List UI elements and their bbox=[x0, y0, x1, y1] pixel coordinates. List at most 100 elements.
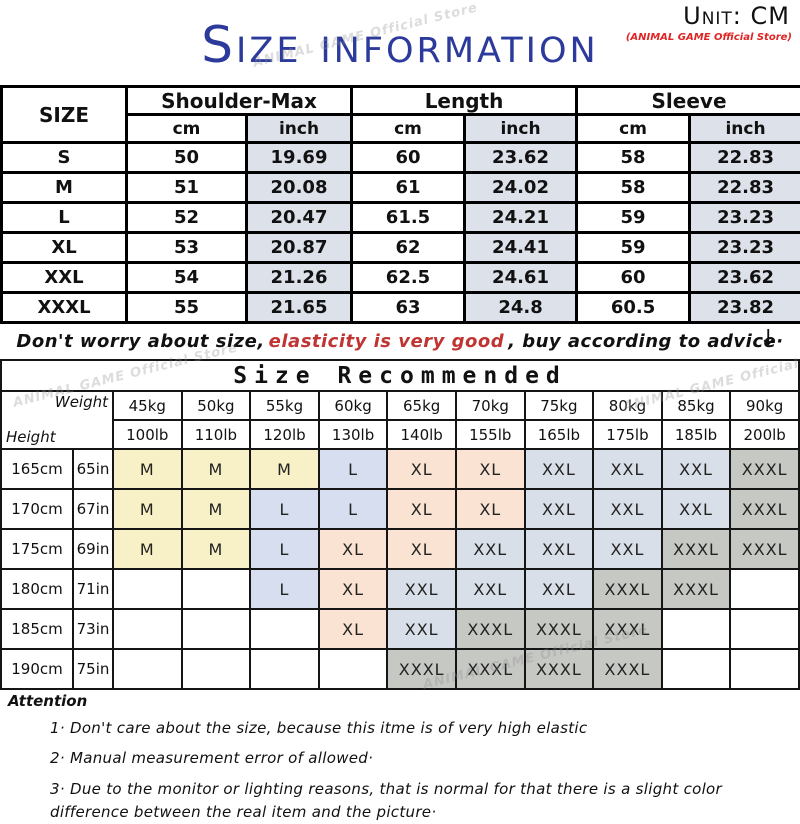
weight-lb-header: 165lb bbox=[525, 420, 594, 449]
height-cm-label: 165cm bbox=[1, 449, 73, 489]
weight-kg-header: 55kg bbox=[250, 391, 319, 420]
advice-prefix: Don't worry about size, bbox=[16, 331, 264, 352]
cm-value: 63 bbox=[352, 293, 465, 323]
unit-header-inch: inch bbox=[465, 115, 577, 143]
weight-lb-header: 140lb bbox=[387, 420, 456, 449]
size-column-header: SIZE bbox=[2, 87, 127, 143]
recommended-size-cell: XXXL bbox=[525, 649, 594, 689]
sleeve-column-header: Sleeve bbox=[577, 87, 800, 115]
height-in-label: 67in bbox=[73, 489, 113, 529]
weight-kg-header: 50kg bbox=[182, 391, 251, 420]
cm-value: 60 bbox=[352, 143, 465, 173]
recommended-size-cell: XL bbox=[387, 489, 456, 529]
recommended-size-cell: XXL bbox=[525, 529, 594, 569]
weight-kg-header: 70kg bbox=[456, 391, 525, 420]
inch-value: 24.41 bbox=[465, 233, 577, 263]
recommended-size-cell: M bbox=[250, 449, 319, 489]
weight-height-corner-cell: Weight Height bbox=[1, 391, 113, 449]
cm-value: 59 bbox=[577, 233, 690, 263]
inch-value: 23.62 bbox=[690, 263, 800, 293]
recommended-size-cell: XXXL bbox=[730, 449, 799, 489]
advice-highlight: elasticity is very good bbox=[269, 331, 504, 352]
recommended-size-cell: XXL bbox=[387, 569, 456, 609]
height-in-label: 75in bbox=[73, 649, 113, 689]
recommended-size-cell: XL bbox=[456, 489, 525, 529]
size-label: XL bbox=[2, 233, 127, 263]
inch-value: 20.87 bbox=[247, 233, 352, 263]
weight-lb-header: 200lb bbox=[730, 420, 799, 449]
empty-size-cell bbox=[250, 609, 319, 649]
recommended-size-cell: XXL bbox=[387, 609, 456, 649]
cm-value: 50 bbox=[127, 143, 247, 173]
empty-size-cell bbox=[730, 609, 799, 649]
recommended-size-cell: XL bbox=[387, 449, 456, 489]
recommended-size-cell: XL bbox=[319, 529, 388, 569]
weight-kg-header: 85kg bbox=[662, 391, 731, 420]
weight-kg-header: 90kg bbox=[730, 391, 799, 420]
inch-value: 23.23 bbox=[690, 203, 800, 233]
empty-size-cell bbox=[730, 569, 799, 609]
attention-item-2: 2· Manual measurement error of allowed· bbox=[50, 747, 750, 770]
advice-suffix: , buy according to advice· bbox=[508, 331, 783, 352]
recommended-size-cell: XXXL bbox=[730, 489, 799, 529]
inch-value: 23.62 bbox=[465, 143, 577, 173]
recommended-size-cell: M bbox=[113, 449, 182, 489]
length-column-header: Length bbox=[352, 87, 577, 115]
cm-value: 61.5 bbox=[352, 203, 465, 233]
height-cm-label: 175cm bbox=[1, 529, 73, 569]
shoulder-column-header: Shoulder-Max bbox=[127, 87, 352, 115]
empty-size-cell bbox=[113, 569, 182, 609]
cm-value: 59 bbox=[577, 203, 690, 233]
recommended-size-cell: XL bbox=[387, 529, 456, 569]
recommended-size-cell: XXXL bbox=[593, 609, 662, 649]
empty-size-cell bbox=[250, 649, 319, 689]
recommended-size-cell: XXXL bbox=[525, 609, 594, 649]
weight-kg-header: 65kg bbox=[387, 391, 456, 420]
cm-value: 58 bbox=[577, 143, 690, 173]
inch-value: 24.8 bbox=[465, 293, 577, 323]
down-arrow-icon: ↓ bbox=[759, 326, 778, 351]
height-in-label: 69in bbox=[73, 529, 113, 569]
inch-value: 22.83 bbox=[690, 143, 800, 173]
inch-value: 20.08 bbox=[247, 173, 352, 203]
height-cm-label: 170cm bbox=[1, 489, 73, 529]
empty-size-cell bbox=[319, 649, 388, 689]
cm-value: 62.5 bbox=[352, 263, 465, 293]
recommended-size-cell: XXXL bbox=[456, 649, 525, 689]
unit-header-inch: inch bbox=[690, 115, 800, 143]
inch-value: 24.02 bbox=[465, 173, 577, 203]
height-cm-label: 180cm bbox=[1, 569, 73, 609]
size-label: XXXL bbox=[2, 293, 127, 323]
recommended-size-cell: XXL bbox=[525, 569, 594, 609]
recommended-size-cell: XXL bbox=[662, 449, 731, 489]
inch-value: 21.65 bbox=[247, 293, 352, 323]
recommended-size-cell: XL bbox=[319, 569, 388, 609]
empty-size-cell bbox=[662, 649, 731, 689]
recommended-size-cell: XXL bbox=[662, 489, 731, 529]
empty-size-cell bbox=[182, 649, 251, 689]
cm-value: 60 bbox=[577, 263, 690, 293]
recommended-size-cell: XXXL bbox=[730, 529, 799, 569]
height-cm-label: 190cm bbox=[1, 649, 73, 689]
recommended-size-cell: XL bbox=[456, 449, 525, 489]
inch-value: 23.23 bbox=[690, 233, 800, 263]
recommended-size-cell: XXL bbox=[525, 489, 594, 529]
weight-lb-header: 175lb bbox=[593, 420, 662, 449]
weight-lb-header: 120lb bbox=[250, 420, 319, 449]
size-label: M bbox=[2, 173, 127, 203]
cm-value: 60.5 bbox=[577, 293, 690, 323]
recommended-size-cell: M bbox=[182, 529, 251, 569]
recommended-size-cell: XXL bbox=[456, 529, 525, 569]
empty-size-cell bbox=[113, 609, 182, 649]
size-measurement-table: SIZE Shoulder-Max Length Sleeve cm inch … bbox=[0, 85, 800, 324]
height-in-label: 71in bbox=[73, 569, 113, 609]
